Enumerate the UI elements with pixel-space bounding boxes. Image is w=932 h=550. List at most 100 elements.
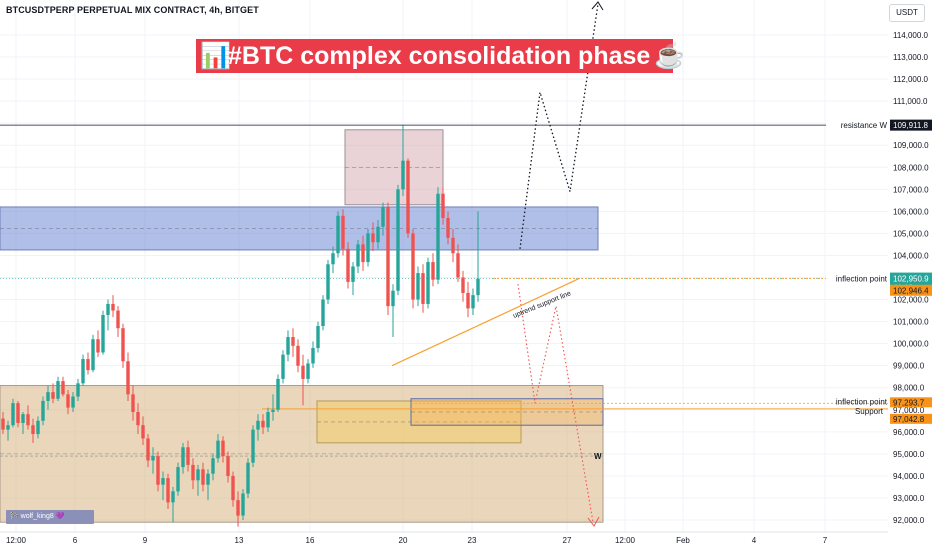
candle-body [41,400,45,421]
time-tick-label: 7 [823,536,828,545]
candle-body [431,262,435,280]
candle-body [291,337,295,346]
candle-body [396,189,400,291]
candle-body [206,473,210,485]
candle-body [471,295,475,309]
coffee-icon: ☕ [654,42,686,70]
time-tick-label: 23 [468,536,477,545]
time-axis[interactable]: 12:00 6 9 13 16 20 23 27 12:00 Feb 4 7 [0,531,888,545]
candle-body [331,253,335,265]
candle-body [131,394,135,412]
candle-body [61,381,65,395]
last-price-tag: 102,950.9 [893,275,929,284]
candle-body [91,339,95,371]
price-tick-label: 98,000.0 [893,384,925,393]
support-price-tag-bg [890,413,932,424]
mark-price-tag: 102,946.4 [893,286,929,295]
candle-body [356,244,360,267]
candle-body [36,420,40,435]
candle-body [111,303,115,311]
mark-price-tag-bg [890,284,932,296]
candle-body [456,253,460,278]
candle-body [186,447,190,465]
time-tick-label: 20 [399,536,408,545]
chart-zones [0,129,604,523]
bullish-projection-path [519,4,599,249]
candle-body [146,438,150,461]
candle-body [386,206,390,307]
candle-body [156,456,160,485]
candle-body [136,411,140,426]
candle-body [161,478,165,485]
candle-body [466,292,470,309]
candle-body [81,359,85,384]
price-tick-label: 104,000.0 [893,251,929,260]
candle-body [346,248,350,282]
time-tick-label: 4 [752,536,757,545]
candle-body [226,456,230,476]
price-tick-label: 111,000.0 [893,97,928,106]
currency-selector[interactable]: USDT [889,4,925,22]
candle-body [46,392,50,401]
candle-body [116,310,120,329]
price-tick-label: 97,000.0 [893,406,925,415]
time-tick-label: 6 [73,536,78,545]
time-tick-label: 12:00 [615,536,636,545]
candle-body [266,411,270,428]
candle-body [366,233,370,263]
candle-body [401,160,405,190]
time-tick-label: 12:00 [6,536,27,545]
candle-body [126,361,130,395]
price-tick-label: 107,000.0 [893,185,929,194]
candle-body [341,215,345,249]
candle-body [361,244,365,263]
candle-body [6,425,10,430]
candle-body [151,456,155,461]
price-tick-label: 96,000.0 [893,428,925,437]
candle-body [191,464,195,481]
candle-body [141,425,145,439]
price-tick-label: 105,000.0 [893,229,929,238]
horizontal-lines [0,124,888,457]
price-tick-label: 113,000.0 [893,53,929,62]
candle-body [216,440,220,459]
candle-body [416,273,420,300]
projection-paths [517,1,604,527]
bearish-projection-path [517,284,594,523]
candle-body [411,233,415,300]
candle-body [421,273,425,304]
candle-body [306,363,310,379]
candle-body [241,493,245,516]
candle-body [1,418,5,430]
time-tick-label: 27 [563,536,572,545]
candle-body [201,469,205,485]
candle-body [181,447,185,468]
blue-zone [0,206,599,251]
candle-body [406,160,410,234]
candle-body [451,237,455,254]
banner-text: #BTC complex consolidation phase [228,42,651,70]
author-watermark: 🏁 wolf_king8 💜 [6,510,94,524]
price-tick-label: 114,000.0 [893,31,929,40]
candle-body [326,264,330,300]
candle-body [371,233,375,243]
candle-body [221,440,225,457]
candle-body [211,458,215,474]
candle-body [96,339,100,353]
candle-body [106,303,110,315]
resistance-price-tag-bg [890,119,932,131]
candle-body [71,396,75,408]
price-tick-label: 106,000.0 [893,207,929,216]
price-tick-label: 93,000.0 [893,494,925,503]
candle-body [476,278,480,296]
resistance-label: resistance W [841,121,888,130]
candle-body [236,500,240,516]
price-tick-label: 108,000.0 [893,163,929,172]
resistance-price-tag: 109,911.8 [893,121,929,130]
inflection-upper-label: inflection point [836,275,888,284]
candle-body [426,262,430,304]
price-axis[interactable]: 92,000.0 93,000.0 94,000.0 95,000.0 96,000.0… [893,31,929,525]
candle-body [286,337,290,355]
time-tick-label: 16 [306,536,315,545]
